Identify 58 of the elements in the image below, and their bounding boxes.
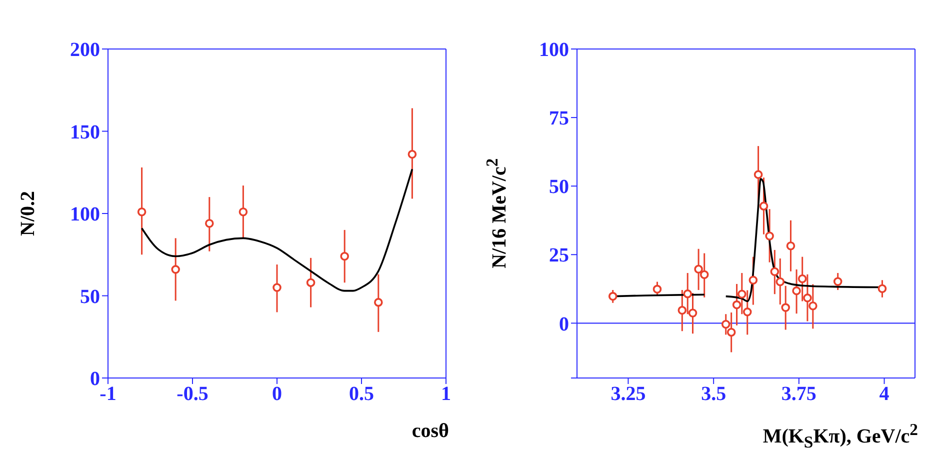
point <box>205 218 214 228</box>
point <box>340 252 349 261</box>
y-tick-label: 50 <box>549 176 569 198</box>
x-tick-label: 4 <box>879 383 890 406</box>
point <box>770 267 780 276</box>
x-tick-label: 1 <box>441 383 451 406</box>
x-axis-title: cosθ <box>412 420 449 443</box>
point <box>700 270 709 280</box>
y-tick-label: 50 <box>80 286 100 308</box>
y-tick-label: 150 <box>70 121 100 144</box>
x-tick-label: 3.75 <box>781 383 816 406</box>
point <box>786 241 796 250</box>
point <box>765 232 774 240</box>
x-tick-label: 0 <box>272 383 282 406</box>
point <box>798 274 807 284</box>
point <box>171 265 180 274</box>
y-tick-label: 200 <box>70 39 100 62</box>
y-tick-label: 25 <box>549 244 569 267</box>
point <box>688 308 698 318</box>
point <box>808 301 818 310</box>
point <box>683 289 692 298</box>
point <box>803 294 812 302</box>
y-tick-label: 0 <box>90 368 100 390</box>
point <box>776 277 785 286</box>
line-series <box>140 168 414 292</box>
x-tick-label: 3.25 <box>610 383 646 406</box>
point <box>759 202 768 210</box>
point <box>272 283 282 292</box>
point <box>726 328 736 337</box>
point <box>238 207 248 216</box>
point <box>374 298 383 307</box>
point <box>792 286 801 296</box>
point <box>608 292 618 301</box>
x-tick-label: 3.5 <box>701 383 726 406</box>
point <box>306 278 316 287</box>
x-tick-label: -1 <box>100 383 116 406</box>
point <box>781 303 790 312</box>
point <box>652 284 662 294</box>
point <box>732 300 742 310</box>
point <box>748 276 758 285</box>
point <box>833 277 842 286</box>
x-tick-label: 0.5 <box>349 383 374 406</box>
y-tick-label: 100 <box>70 204 100 226</box>
point <box>721 320 730 329</box>
point <box>408 150 417 159</box>
point <box>742 308 752 316</box>
y-tick-label: 0 <box>559 313 569 336</box>
y-tick-label: 100 <box>539 39 569 62</box>
point <box>678 306 687 315</box>
y-tick-label: 75 <box>549 108 569 130</box>
x-tick-label: -0.5 <box>176 383 208 406</box>
x-axis-title: M(K$_{S}$Kπ), GeV/c$^{2}$ <box>762 420 918 453</box>
point <box>738 290 746 299</box>
point <box>694 264 703 274</box>
point <box>754 170 763 179</box>
point <box>137 207 146 216</box>
y-axis-title: N/0.2 <box>16 190 40 236</box>
point <box>878 284 887 294</box>
